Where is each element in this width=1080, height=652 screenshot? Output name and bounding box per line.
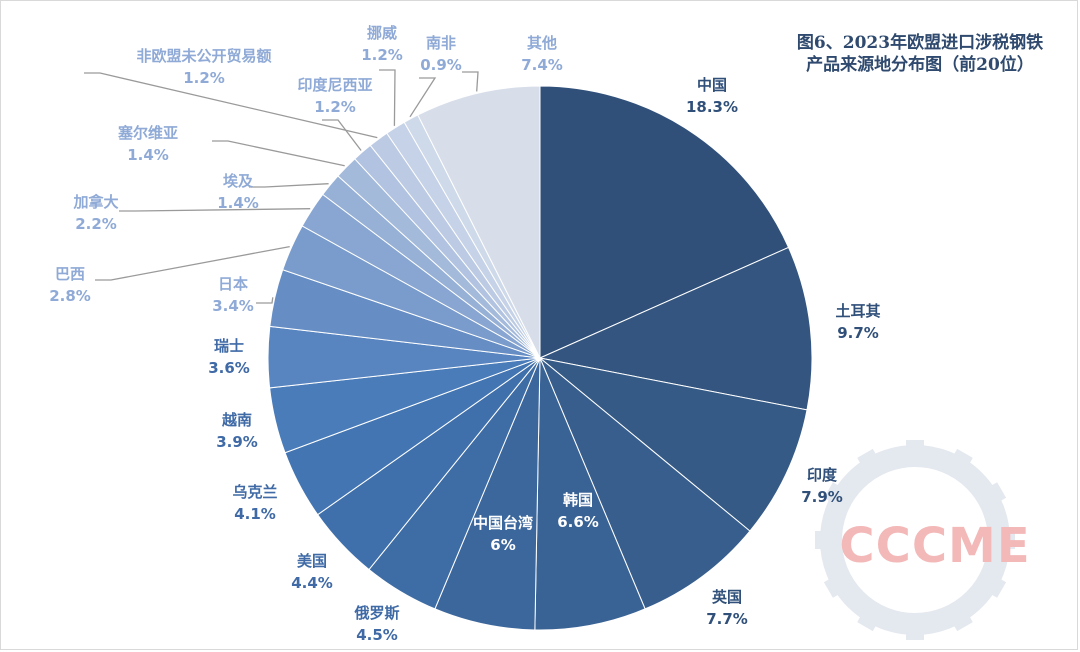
leader-line [119, 208, 311, 212]
slice-value-label: 1.4% [217, 194, 259, 212]
pie-slice [534, 357, 646, 631]
leader-line [462, 71, 479, 92]
slice-value-label: 4.5% [356, 626, 398, 644]
slice-value-label: 3.4% [212, 297, 254, 315]
slice-label: 日本 [218, 275, 248, 293]
slice-value-label: 3.9% [216, 433, 258, 451]
slice-label: 美国 [297, 552, 327, 570]
leader-line [409, 77, 437, 118]
slice-value-label: 2.2% [75, 215, 117, 233]
slice-label: 越南 [221, 411, 252, 429]
leader-line [322, 119, 362, 151]
leader-line [95, 245, 290, 281]
slice-value-label: 6.6% [557, 513, 599, 531]
slice-value-label: 7.7% [706, 610, 748, 628]
slice-value-label: 1.2% [183, 69, 225, 87]
slice-value-label: 9.7% [837, 324, 879, 342]
slice-label: 土耳其 [835, 302, 880, 320]
leader-line [212, 140, 345, 167]
pie-slice [539, 357, 808, 532]
watermark-logo: CCCME [815, 440, 1030, 640]
slice-value-label: 4.4% [291, 574, 333, 592]
slice-value-label: 4.1% [234, 505, 276, 523]
slice-value-label: 2.8% [49, 287, 91, 305]
slice-label: 中国 [697, 76, 727, 94]
slice-label: 印度尼西亚 [297, 76, 372, 94]
slice-label: 非欧盟未公开贸易额 [136, 47, 271, 65]
slice-label: 中国台湾 [473, 514, 533, 532]
slice-label: 英国 [712, 588, 742, 606]
slice-value-label: 3.6% [208, 359, 250, 377]
slice-label: 瑞士 [214, 337, 244, 355]
slice-value-label: 7.4% [521, 56, 563, 74]
slice-label: 韩国 [563, 491, 593, 509]
leader-line [249, 183, 329, 188]
pie-slice [538, 246, 813, 411]
slice-label: 塞尔维亚 [118, 124, 178, 142]
pie-slice [539, 85, 790, 359]
slice-value-label: 0.9% [420, 56, 462, 74]
slice-label: 印度 [807, 466, 838, 484]
pie-slice [417, 85, 541, 359]
slice-label: 南非 [426, 34, 456, 52]
pie-slice [539, 357, 751, 610]
slice-label: 挪威 [367, 24, 397, 42]
slice-label: 俄罗斯 [353, 604, 399, 622]
watermark-text: CCCME [839, 518, 1030, 574]
slice-value-label: 7.9% [801, 488, 843, 506]
chart-title: 图6、2023年欧盟进口涉税钢铁 产品来源地分布图（前20位） [770, 32, 1070, 76]
slice-value-label: 6% [490, 536, 515, 554]
slice-label: 乌克兰 [232, 483, 277, 501]
slice-label: 埃及 [223, 172, 254, 190]
slice-label: 巴西 [55, 265, 85, 283]
leader-line [84, 72, 378, 139]
chart-title-line-1: 图6、2023年欧盟进口涉税钢铁 [796, 33, 1044, 53]
slice-value-label: 18.3% [686, 98, 738, 116]
leader-line [256, 297, 274, 304]
slice-label: 其他 [527, 34, 557, 52]
slice-value-label: 1.2% [361, 46, 403, 64]
slice-label: 加拿大 [72, 193, 118, 211]
slice-value-label: 1.2% [314, 98, 356, 116]
chart-title-line-2: 产品来源地分布图（前20位） [806, 55, 1034, 75]
slice-value-label: 1.4% [127, 146, 169, 164]
leader-line [379, 69, 396, 126]
